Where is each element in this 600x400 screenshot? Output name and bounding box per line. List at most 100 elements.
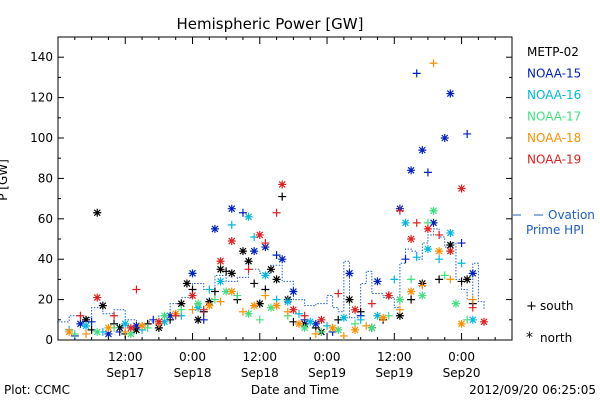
legend-item-noaa-15: NOAA-15 [527, 67, 581, 81]
north-point [395, 295, 404, 304]
south-point [289, 317, 298, 326]
legend-item-noaa-18: NOAA-18 [527, 131, 581, 145]
marker-legend-south-symbol: + [526, 299, 537, 314]
series-legend: METP-02 NOAA-15 NOAA-16 NOAA-17 NOAA-18 NOAA-… [527, 45, 581, 167]
data-points [65, 59, 488, 340]
south-point [395, 305, 404, 314]
south-point [233, 291, 242, 300]
north-point [222, 287, 231, 296]
series-metp-02 [82, 192, 477, 338]
series-noaa-18 [65, 59, 477, 340]
x-tick-label-time: 12:00 [377, 350, 412, 364]
north-point [93, 293, 102, 302]
x-tick-label-date: Sep18 [174, 366, 212, 380]
south-point [238, 307, 247, 316]
north-point [373, 311, 382, 320]
south-point [272, 251, 281, 260]
y-tick-label: 0 [45, 333, 53, 347]
north-point [188, 269, 197, 278]
south-point [250, 232, 259, 241]
south-point [199, 315, 208, 324]
north-point [300, 319, 309, 328]
north-point [138, 321, 147, 330]
north-point [440, 134, 449, 142]
north-point [429, 218, 438, 227]
south-point [412, 69, 421, 78]
south-point [395, 206, 404, 215]
footer-timestamp: 2012/09/20 06:25:05 [469, 383, 596, 397]
plot-border [57, 36, 513, 341]
south-point [177, 305, 186, 314]
south-point [222, 267, 231, 276]
north-point [407, 166, 416, 175]
south-point [412, 253, 421, 262]
south-point [440, 271, 449, 280]
north-point [98, 301, 107, 310]
south-point [463, 315, 472, 324]
north-point [104, 329, 113, 338]
north-point [132, 321, 141, 330]
south-point [435, 275, 444, 284]
north-point [418, 291, 427, 300]
north-point [82, 315, 91, 324]
north-point [160, 311, 169, 320]
north-point [446, 247, 455, 256]
south-point [171, 311, 180, 320]
north-point [250, 301, 259, 310]
north-point [115, 323, 124, 332]
south-point [435, 230, 444, 239]
south-point [356, 315, 365, 324]
south-point [250, 279, 259, 288]
x-tick-label-time: 12:00 [242, 350, 277, 364]
south-point [295, 309, 304, 318]
north-point [227, 269, 236, 278]
south-point [418, 281, 427, 290]
chart-title: Hemispheric Power [GW] [177, 15, 364, 33]
north-point [407, 235, 416, 243]
y-axis: 0 20 40 60 80 100 120 140 [30, 50, 512, 347]
north-point [121, 319, 130, 328]
north-point [373, 277, 382, 286]
north-point [93, 327, 102, 336]
north-point [367, 323, 376, 332]
north-point [126, 323, 135, 332]
south-point [210, 295, 219, 304]
south-point [407, 295, 416, 304]
series-noaa-17 [70, 206, 472, 338]
x-tick-label-time: 0:00 [448, 350, 475, 364]
north-point [278, 255, 287, 264]
south-point [317, 327, 326, 336]
north-point [216, 277, 225, 286]
south-point [339, 331, 348, 340]
north-point [468, 315, 477, 324]
south-point [110, 311, 119, 320]
x-tick-label-time: 0:00 [179, 350, 206, 364]
north-point [266, 265, 275, 274]
north-point [451, 299, 460, 308]
north-point [244, 309, 253, 318]
legend-item-noaa-19: NOAA-19 [527, 153, 581, 167]
south-point [463, 129, 472, 138]
north-point [334, 325, 343, 334]
north-point [261, 243, 270, 252]
south-point [384, 311, 393, 320]
footer-plot-credit: Plot: CCMC [4, 383, 70, 397]
south-point [132, 285, 141, 294]
north-point [261, 271, 270, 280]
south-point [311, 329, 320, 338]
north-point [93, 208, 102, 217]
south-point [87, 325, 96, 334]
south-point [205, 285, 214, 294]
north-point [457, 184, 466, 193]
north-point [345, 269, 354, 278]
north-point [255, 299, 264, 308]
marker-legend-north-symbol: * [526, 330, 533, 346]
legend-item-noaa-16: NOAA-16 [527, 88, 581, 102]
north-point [244, 257, 253, 266]
north-point [255, 230, 264, 239]
south-point [261, 291, 270, 300]
ovation-legend-line2: Prime HPI [526, 223, 584, 237]
south-point [401, 255, 410, 264]
south-point [149, 315, 158, 324]
